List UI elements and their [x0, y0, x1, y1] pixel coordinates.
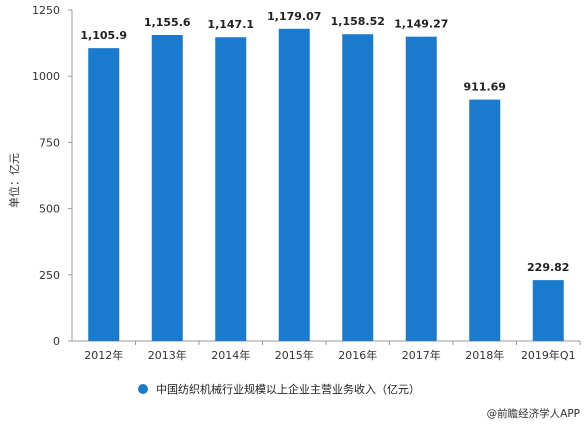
legend: 中国纺织机械行业规模以上企业主营业务收入（亿元） — [138, 381, 420, 397]
bar — [151, 34, 183, 341]
data-label: 1,149.27 — [394, 18, 448, 31]
legend-swatch — [138, 384, 148, 394]
y-tick-label: 0 — [53, 335, 60, 348]
bar — [278, 28, 310, 342]
y-tick-label: 1250 — [32, 4, 60, 17]
x-tick-label: 2014年 — [211, 348, 250, 362]
bar — [532, 280, 564, 341]
x-tick-label: 2017年 — [402, 348, 441, 362]
data-label: 1,105.9 — [80, 29, 127, 42]
bar — [405, 36, 437, 341]
bar — [342, 34, 374, 341]
x-tick-label: 2012年 — [84, 348, 123, 362]
source-credit: @前瞻经济学人APP — [487, 406, 580, 421]
y-tick-label: 500 — [39, 203, 60, 216]
data-label: 1,179.07 — [267, 10, 321, 23]
bar — [469, 99, 501, 341]
x-tick-label: 2019年Q1 — [521, 348, 576, 362]
bar — [88, 48, 120, 341]
data-label: 1,147.1 — [207, 18, 254, 31]
y-tick-label: 750 — [39, 136, 60, 149]
x-tick-label: 2016年 — [338, 348, 377, 362]
legend-label: 中国纺织机械行业规模以上企业主营业务收入（亿元） — [156, 383, 420, 396]
y-tick-label: 1000 — [32, 70, 60, 83]
y-tick-label: 250 — [39, 269, 60, 282]
x-tick-label: 2018年 — [465, 348, 504, 362]
x-tick-label: 2013年 — [148, 348, 187, 362]
bar — [215, 37, 247, 341]
data-label: 1,155.6 — [144, 16, 191, 29]
source-text: @前瞻经济学人APP — [486, 408, 580, 420]
y-axis-title: 单位：亿元 — [7, 153, 21, 208]
x-tick-label: 2015年 — [275, 348, 314, 362]
data-label: 911.69 — [464, 81, 506, 94]
data-label: 229.82 — [527, 261, 569, 274]
data-label: 1,158.52 — [331, 15, 385, 28]
